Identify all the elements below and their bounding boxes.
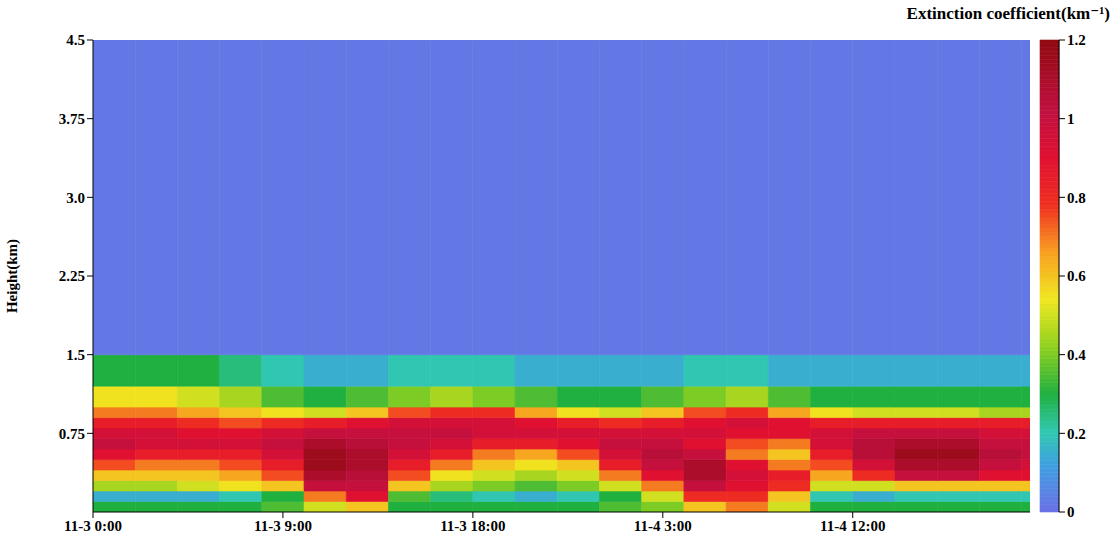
svg-text:1.5: 1.5 <box>66 347 85 363</box>
svg-text:11-3 9:00: 11-3 9:00 <box>254 518 312 534</box>
svg-text:11-4 3:00: 11-4 3:00 <box>634 518 692 534</box>
svg-text:Height(km): Height(km) <box>4 239 21 313</box>
html-text:Extinction coefficient(km⁻¹): Extinction coefficient(km⁻¹) <box>906 4 1110 23</box>
svg-text:11-4 12:00: 11-4 12:00 <box>820 518 885 534</box>
svg-text:4.5: 4.5 <box>66 32 85 48</box>
svg-text:11-3 18:00: 11-3 18:00 <box>440 518 505 534</box>
svg-text:0.6: 0.6 <box>1067 268 1086 284</box>
svg-text:3.75: 3.75 <box>59 111 85 127</box>
svg-text:0.8: 0.8 <box>1067 190 1086 206</box>
svg-text:3.0: 3.0 <box>66 190 85 206</box>
svg-text:1: 1 <box>1067 111 1075 127</box>
svg-text:0.2: 0.2 <box>1067 426 1086 442</box>
svg-text:11-3 0:00: 11-3 0:00 <box>64 518 122 534</box>
svg-text:0.75: 0.75 <box>59 426 85 442</box>
svg-text:0.4: 0.4 <box>1067 347 1086 363</box>
svg-text:2.25: 2.25 <box>59 268 85 284</box>
svg-text:1.2: 1.2 <box>1067 32 1086 48</box>
svg-text:0: 0 <box>1067 504 1075 520</box>
